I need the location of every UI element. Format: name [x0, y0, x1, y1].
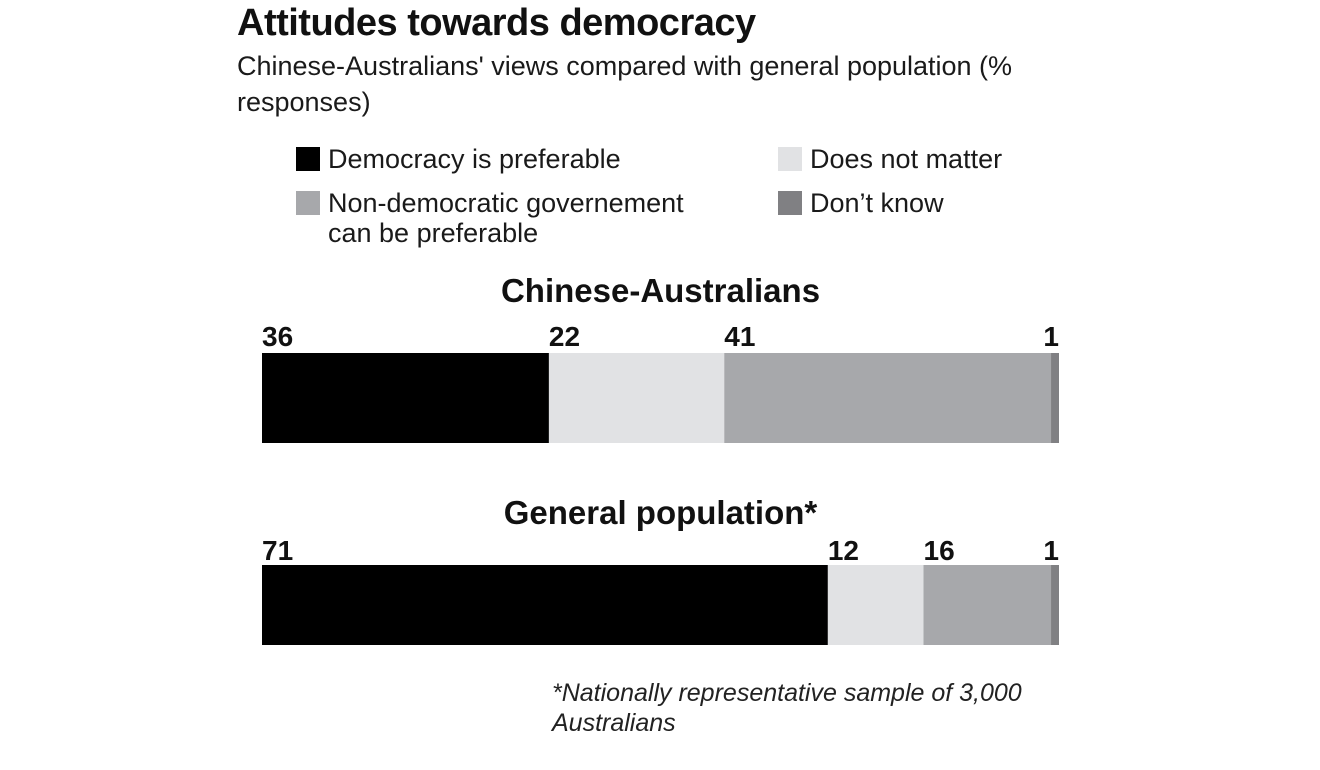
bar-segment-chinese-australians-does-not-matter: [548, 353, 725, 443]
bar-segment-chinese-australians-don-t-know: [1051, 353, 1059, 443]
data-label-chinese-australians-don-t-know: 1: [1043, 321, 1059, 352]
legend-item-non-democratic: Non-democratic governement can be prefer…: [296, 188, 728, 248]
data-label-general-population-democracy-is-preferable: 71: [262, 535, 293, 566]
legend-label-democracy-preferable: Democracy is preferable: [328, 144, 621, 174]
legend-label-dont-know: Don’t know: [810, 188, 944, 218]
group-title-general-population: General population*: [504, 494, 818, 531]
data-label-general-population-does-not-matter: 12: [828, 535, 859, 566]
bar-segment-general-population-don-t-know: [1051, 565, 1059, 645]
legend-swatch-non-democratic: [296, 191, 320, 215]
bar-segment-general-population-does-not-matter: [827, 565, 924, 645]
bar-segment-general-population-democracy-is-preferable: [262, 565, 828, 645]
legend-label-does-not-matter: Does not matter: [810, 144, 1003, 174]
bar-segment-general-population-non-democratic-governement-can-be-preferable: [923, 565, 1052, 645]
data-label-chinese-australians-democracy-is-preferable: 36: [262, 321, 293, 352]
legend-item-dont-know: Don’t know: [778, 188, 944, 218]
bar-segment-chinese-australians-democracy-is-preferable: [262, 353, 549, 443]
data-label-chinese-australians-does-not-matter: 22: [549, 321, 580, 352]
legend-label-non-democratic: Non-democratic governement can be prefer…: [328, 188, 684, 248]
legend-item-does-not-matter: Does not matter: [778, 144, 1002, 174]
group-title-chinese-australians: Chinese-Australians: [501, 272, 820, 309]
footnote: *Nationally representative sample of 3,0…: [552, 679, 1022, 737]
legend-item-democracy-preferable: Democracy is preferable: [296, 144, 621, 174]
legend-swatch-dont-know: [778, 191, 802, 215]
bar-segment-chinese-australians-non-democratic-governement-can-be-preferable: [724, 353, 1052, 443]
legend-swatch-does-not-matter: [778, 147, 802, 171]
data-label-general-population-don-t-know: 1: [1043, 535, 1059, 566]
chart-title: Attitudes towards democracy: [237, 2, 756, 44]
legend-swatch-democracy-preferable: [296, 147, 320, 171]
data-label-general-population-non-democratic-governement-can-be-preferable: 16: [924, 535, 955, 566]
chart-subtitle: Chinese-Australians' views compared with…: [237, 51, 1013, 117]
data-label-chinese-australians-non-democratic-governement-can-be-preferable: 41: [724, 321, 755, 352]
